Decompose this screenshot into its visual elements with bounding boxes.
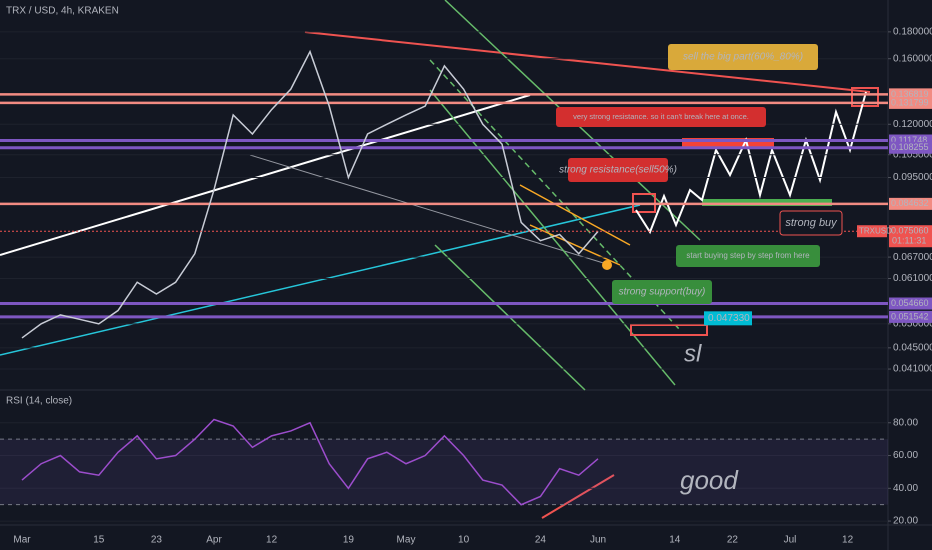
annotation: good — [680, 465, 739, 495]
x-tick-label: May — [397, 535, 416, 546]
annotation: strong support(buy) — [619, 287, 706, 298]
y-tick-label: 0.120000 — [893, 119, 932, 130]
x-tick-label: 14 — [669, 535, 681, 546]
annotation: sell the big part(60%_80%) — [683, 52, 803, 63]
symbol-bg — [857, 225, 887, 238]
trend-line — [304, 31, 871, 93]
y-tick-label: 80.00 — [893, 417, 918, 428]
y-tick-label: 60.00 — [893, 450, 918, 461]
y-tick-label: 0.160000 — [893, 53, 932, 64]
y-tick-label: 0.050000 — [893, 318, 932, 329]
price-label-bg — [889, 197, 932, 210]
target-box — [851, 87, 879, 107]
price-label: 0.131799 — [891, 97, 929, 107]
price-label: 0.084632 — [891, 198, 929, 208]
x-tick-label: 19 — [343, 535, 355, 546]
buy-zone — [702, 199, 832, 206]
annotation: very strong resistance. so it can't brea… — [573, 112, 749, 121]
y-tick-label: 40.00 — [893, 483, 918, 494]
y-tick-label: 20.00 — [893, 516, 918, 527]
x-tick-label: 12 — [266, 535, 278, 546]
y-tick-label: 0.105000 — [893, 149, 932, 160]
y-tick-label: 0.067000 — [893, 252, 932, 263]
x-tick-label: 12 — [842, 535, 854, 546]
divergence-line — [541, 474, 615, 519]
annotation-box — [568, 158, 668, 182]
price-label-bg — [889, 96, 932, 109]
x-tick-label: 15 — [93, 535, 105, 546]
y-tick-label: 0.095000 — [893, 172, 932, 183]
y-tick-label: 0.061000 — [893, 273, 932, 284]
series-line — [21, 418, 599, 506]
x-tick-label: Jul — [784, 535, 797, 546]
price-label: 0.051542 — [891, 311, 929, 321]
rsi-band — [0, 439, 888, 505]
wedge-line — [519, 184, 631, 246]
annotation-box — [612, 280, 712, 304]
x-tick-label: 10 — [458, 535, 470, 546]
price-label-bg — [889, 310, 932, 323]
annotation-box — [556, 107, 766, 127]
price-label: 0.054660 — [891, 298, 929, 308]
stop-box — [630, 324, 708, 336]
price-label: 0.111748 — [891, 135, 927, 145]
chart-title: TRX / USD, 4h, KRAKEN — [6, 6, 119, 17]
x-tick-label: Jun — [590, 535, 606, 546]
x-tick-label: Mar — [13, 535, 31, 546]
trend-line — [249, 154, 611, 266]
last-price-label: 0.075060 — [891, 226, 929, 236]
y-tick-label: 0.045000 — [893, 342, 932, 353]
rsi-title: RSI (14, close) — [6, 396, 72, 407]
annotation: strong buy — [785, 217, 838, 229]
y-tick-label: 0.180000 — [893, 26, 932, 37]
series-line — [21, 49, 599, 339]
price-label: 0.136819 — [891, 89, 929, 99]
resistance-zone — [682, 138, 774, 147]
symbol: TRXUSD — [859, 226, 892, 235]
x-tick-label: 24 — [535, 535, 547, 546]
support-dot — [602, 260, 612, 270]
target-bg — [704, 311, 752, 326]
price-label: 0.108255 — [891, 142, 929, 152]
annotation-box — [676, 245, 820, 267]
x-tick-label: Apr — [206, 535, 222, 546]
last-price-bg — [889, 225, 932, 248]
annotation-box — [668, 44, 818, 70]
y-tick-label: 0.041000 — [893, 364, 932, 375]
countdown: 01:11:31 — [892, 236, 926, 246]
annotation: strong resistance(sell50%) — [559, 165, 677, 176]
trend-line — [0, 94, 531, 256]
trend-line — [0, 204, 641, 356]
x-tick-label: 22 — [727, 535, 739, 546]
annotation: sl — [684, 340, 702, 367]
target-label: 0.047330 — [708, 313, 750, 324]
annotation: start buying step by step from here — [686, 251, 810, 260]
x-tick-label: 23 — [151, 535, 163, 546]
price-label-bg — [889, 141, 932, 154]
price-label-bg — [889, 297, 932, 310]
annotation-box — [779, 210, 843, 236]
